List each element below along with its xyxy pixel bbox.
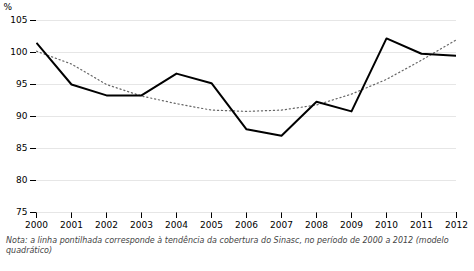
svg-text:2009: 2009 bbox=[340, 220, 363, 230]
svg-text:2012: 2012 bbox=[445, 220, 468, 230]
svg-text:2006: 2006 bbox=[235, 220, 258, 230]
svg-text:2008: 2008 bbox=[305, 220, 328, 230]
svg-text:2004: 2004 bbox=[165, 220, 188, 230]
html-text:Nota: a linha pontilhada corre: Nota: a linha pontilhada corresponde à t… bbox=[6, 236, 449, 255]
svg-text:2000: 2000 bbox=[25, 220, 48, 230]
svg-text:2010: 2010 bbox=[375, 220, 398, 230]
svg-text:80: 80 bbox=[16, 175, 28, 185]
svg-text:2002: 2002 bbox=[95, 220, 118, 230]
svg-text:85: 85 bbox=[16, 143, 27, 153]
svg-text:95: 95 bbox=[16, 79, 27, 89]
svg-text:2001: 2001 bbox=[60, 220, 83, 230]
svg-text:100: 100 bbox=[10, 47, 27, 57]
svg-text:%: % bbox=[4, 2, 13, 12]
svg-text:75: 75 bbox=[16, 207, 27, 217]
svg-text:2007: 2007 bbox=[270, 220, 293, 230]
svg-text:2011: 2011 bbox=[410, 220, 433, 230]
svg-text:2005: 2005 bbox=[200, 220, 223, 230]
svg-text:90: 90 bbox=[16, 111, 28, 121]
svg-text:105: 105 bbox=[10, 15, 27, 25]
svg-text:2003: 2003 bbox=[130, 220, 153, 230]
